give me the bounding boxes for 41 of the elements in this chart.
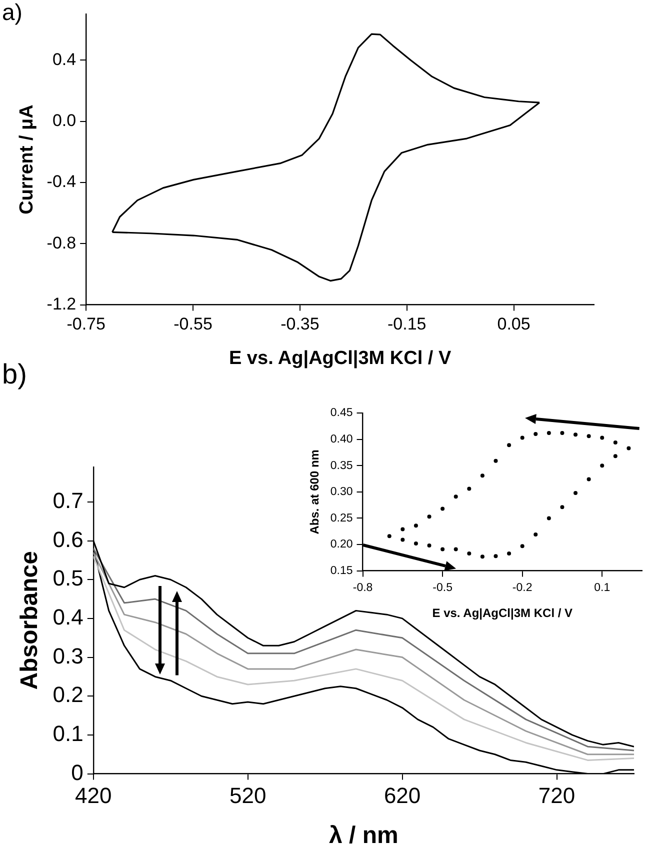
x-tick-label: 520 (229, 783, 266, 808)
x-tick-label: -0.2 (512, 582, 532, 594)
x-axis-title: λ / nm (329, 822, 398, 850)
y-tick-label: 0.20 (330, 538, 353, 551)
y-tick-label: 0.40 (330, 433, 353, 446)
y-tick-label: -1.2 (46, 294, 76, 314)
y-tick-label: 0.30 (330, 486, 353, 498)
y-tick-label: 0.45 (330, 407, 353, 420)
y-axis-title: Current / μA (16, 104, 38, 214)
y-tick-label: 0.2 (52, 682, 84, 708)
text: a) (2, 0, 22, 25)
x-axis-title: E vs. Ag|AgCl|3M KCl / V (228, 348, 452, 369)
x-tick-label: 0.1 (594, 582, 610, 594)
y-tick-label: 0.1 (52, 721, 84, 746)
x-tick-label: 420 (75, 783, 112, 808)
x-tick-label: -0.55 (174, 314, 212, 334)
y-tick-label: 0.4 (52, 50, 76, 69)
x-tick-label: 0.05 (497, 314, 530, 334)
x-tick-label: -0.8 (352, 582, 373, 594)
y-tick-label: 0 (71, 760, 84, 785)
y-tick-label: 0.5 (52, 566, 84, 591)
x-tick-label: 620 (384, 783, 421, 808)
x-tick-label: -0.35 (280, 314, 320, 334)
y-tick-label: 0.15 (330, 564, 353, 577)
x-tick-label: 720 (538, 783, 576, 808)
x-tick-label: -0.75 (66, 314, 106, 334)
y-tick-label: 0.4 (52, 604, 84, 630)
text: b) (2, 358, 27, 390)
y-tick-label: 0.7 (52, 488, 84, 514)
y-tick-label: 0.35 (330, 460, 353, 472)
y-axis-title: Abs. at 600 nm (308, 450, 322, 534)
y-tick-label: 0.0 (52, 110, 76, 130)
y-axis-title: Absorbance (16, 551, 44, 690)
x-tick-label: -0.5 (432, 582, 452, 594)
y-tick-label: 0.6 (52, 526, 84, 552)
y-tick-label: 0.25 (330, 512, 353, 524)
y-tick-label: 0.3 (52, 643, 84, 668)
y-tick-label: -0.8 (46, 233, 76, 252)
x-tick-label: -0.15 (388, 314, 426, 334)
x-axis-title: E vs. Ag|AgCl|3M KCl / V (432, 606, 573, 620)
y-tick-label: -0.4 (46, 172, 76, 192)
